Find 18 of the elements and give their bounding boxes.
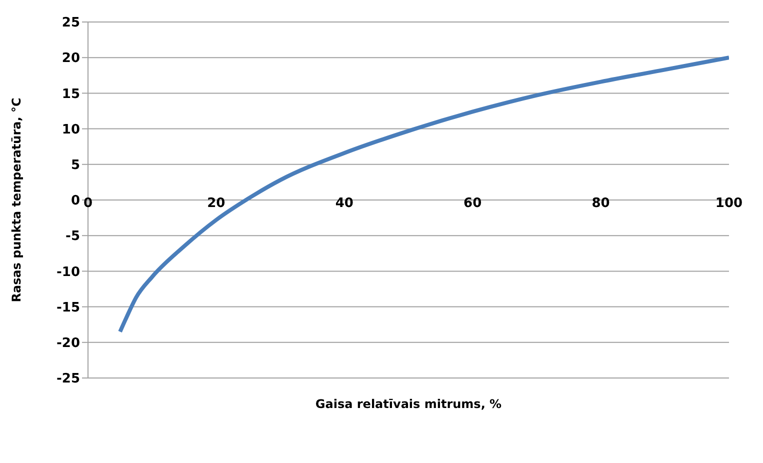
y-tick-label: 5 xyxy=(70,158,80,174)
y-tick-label: -10 xyxy=(56,264,80,280)
y-tick-label: -25 xyxy=(56,372,80,387)
y-tick-label: -15 xyxy=(56,300,80,316)
y-tick-label: 15 xyxy=(62,86,80,102)
x-tick-label: 100 xyxy=(715,196,743,211)
y-tick-label: -5 xyxy=(66,229,80,244)
y-axis-title: Rasas punkta temperatūra, °C xyxy=(9,98,24,302)
x-tick-label: 40 xyxy=(335,196,354,211)
x-axis-title: Gaisa relatīvais mitrums, % xyxy=(315,397,502,411)
y-tick-label: 10 xyxy=(62,122,80,138)
x-tick-label: 0 xyxy=(83,196,93,211)
x-tick-label: 60 xyxy=(464,196,482,211)
y-tick-label: 20 xyxy=(62,51,80,66)
y-tick-label: 25 xyxy=(62,16,80,31)
x-tick-label: 20 xyxy=(207,196,226,211)
x-tick-label: 80 xyxy=(592,196,610,211)
y-tick-label: -20 xyxy=(56,336,80,352)
